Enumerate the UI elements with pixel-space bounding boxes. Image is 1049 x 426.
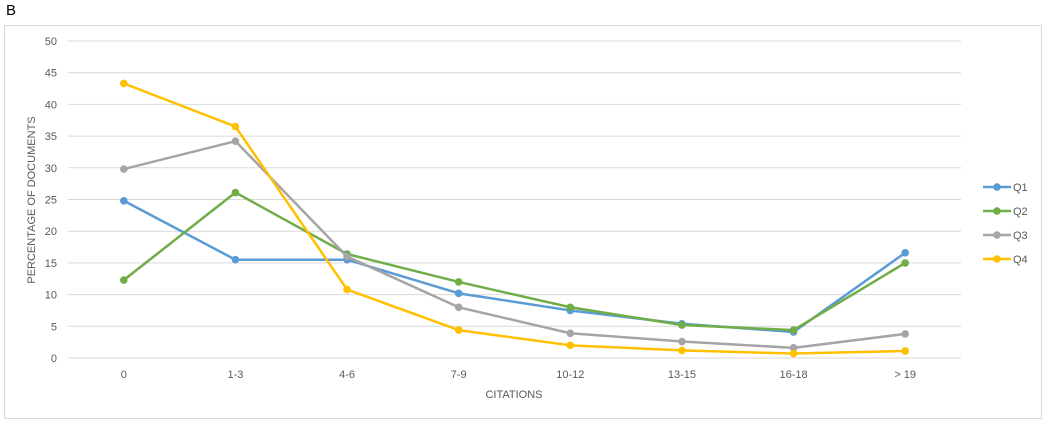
- legend-swatch-marker: [993, 183, 1001, 191]
- series-line: [122, 82, 907, 355]
- data-point: [343, 252, 351, 261]
- legend-item: Q1: [983, 182, 1028, 194]
- data-point: [678, 321, 686, 329]
- y-tick-label: 25: [45, 195, 57, 207]
- legend-swatch-marker: [993, 255, 1001, 263]
- x-tick-label: 13-15: [668, 369, 696, 381]
- data-point: [454, 289, 463, 298]
- data-point: [454, 326, 463, 334]
- series-q3: [120, 137, 909, 352]
- y-tick-label: 35: [45, 131, 57, 143]
- data-point: [789, 326, 798, 334]
- legend: Q1 Q2 Q3 Q4: [983, 182, 1028, 266]
- data-point: [901, 259, 909, 267]
- legend-label: Q2: [1013, 206, 1028, 218]
- data-point: [789, 349, 798, 358]
- y-tick-label: 40: [45, 99, 57, 111]
- data-point: [120, 79, 128, 88]
- data-point: [120, 196, 128, 205]
- legend-swatch-marker: [993, 207, 1001, 215]
- data-point: [901, 248, 909, 257]
- data-point: [789, 344, 798, 352]
- x-tick-label: > 19: [894, 369, 916, 381]
- data-point: [454, 278, 463, 286]
- series-line: [122, 139, 907, 350]
- x-tick-label: 7-9: [451, 369, 467, 381]
- data-point: [120, 276, 128, 284]
- series-line: [122, 199, 907, 334]
- data-point: [566, 329, 575, 338]
- series-lines: [120, 79, 909, 358]
- x-tick-label: 16-18: [779, 369, 807, 381]
- data-point: [343, 285, 351, 294]
- x-tick-labels: 0 1-3 4-6 7-9 10-12 13-15 16-18 > 19: [121, 369, 916, 381]
- legend-item: Q4: [983, 254, 1028, 266]
- y-tick-labels: 0 5 10 15 20 25 30 35 40 45 50: [45, 36, 57, 365]
- data-point: [231, 137, 240, 145]
- y-tick-label: 20: [45, 226, 57, 238]
- series-q1: [120, 196, 909, 336]
- chart-frame: [4, 25, 1042, 419]
- y-axis-title: PERCENTAGE OF DOCUMENTS: [26, 116, 38, 283]
- data-point: [231, 255, 240, 264]
- x-tick-label: 4-6: [339, 369, 355, 381]
- data-point: [901, 330, 909, 338]
- y-tick-label: 30: [45, 163, 57, 175]
- series-q2: [120, 188, 909, 334]
- y-tick-label: 50: [45, 36, 57, 48]
- data-point: [901, 347, 909, 355]
- legend-item: Q3: [983, 230, 1028, 242]
- panel-label: B: [6, 2, 17, 19]
- x-tick-label: 10-12: [556, 369, 584, 381]
- legend-item: Q2: [983, 206, 1028, 218]
- legend-label: Q3: [1013, 230, 1028, 242]
- x-axis-title: CITATIONS: [485, 389, 542, 401]
- legend-swatch-marker: [993, 231, 1001, 239]
- data-point: [566, 303, 575, 312]
- legend-label: Q1: [1013, 182, 1028, 194]
- data-point: [678, 346, 686, 355]
- series-line: [122, 191, 907, 332]
- y-tick-label: 15: [45, 258, 57, 270]
- y-tick-label: 5: [51, 321, 57, 333]
- series-q4: [120, 79, 909, 358]
- data-point: [231, 188, 240, 197]
- gridlines: [68, 40, 961, 359]
- data-point: [566, 341, 575, 350]
- data-point: [231, 122, 240, 131]
- y-tick-label: 10: [45, 290, 57, 302]
- legend-label: Q4: [1013, 254, 1028, 266]
- data-point: [678, 337, 686, 346]
- y-tick-label: 45: [45, 68, 57, 80]
- x-tick-label: 1-3: [227, 369, 243, 381]
- y-tick-label: 0: [51, 353, 57, 365]
- x-tick-label: 0: [121, 369, 127, 381]
- data-point: [120, 165, 128, 173]
- data-point: [454, 303, 463, 312]
